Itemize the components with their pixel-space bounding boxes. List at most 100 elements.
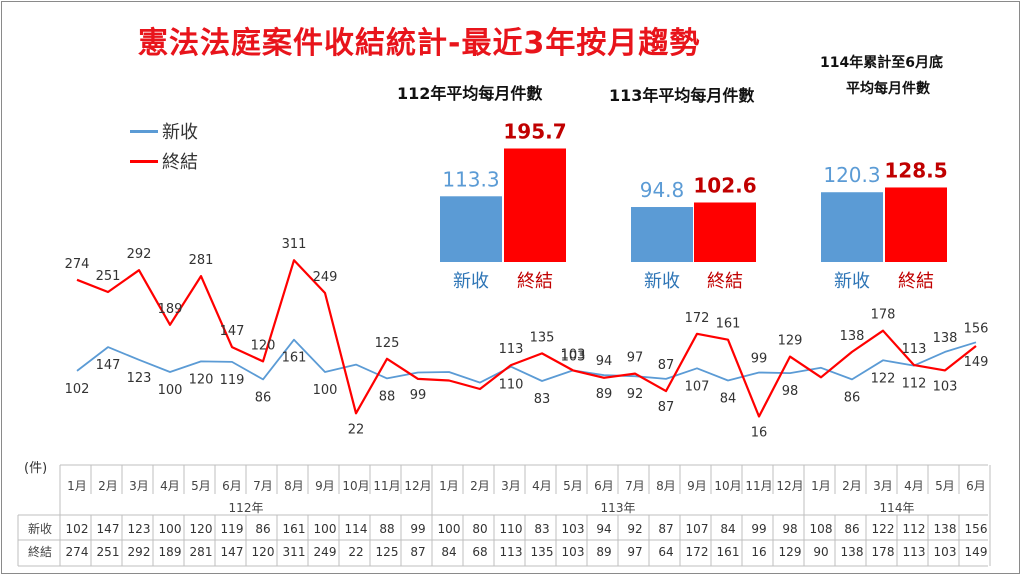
data-label-new: 102 [65, 382, 90, 397]
month-label: 2月 [98, 479, 118, 493]
table-cell-closed: 249 [314, 545, 337, 559]
data-label-closed: 189 [158, 302, 183, 317]
data-label-new: 110 [499, 378, 524, 393]
table-cell-closed: 97 [627, 545, 642, 559]
month-label: 6月 [966, 479, 986, 493]
data-label-new: 86 [844, 390, 861, 405]
avg-label-closed-y113: 終結 [707, 271, 743, 292]
table-cell-new: 107 [686, 522, 709, 536]
data-label-new: 120 [189, 372, 214, 387]
table-row-header-closed: 終結 [28, 544, 52, 559]
data-label-closed: 178 [871, 308, 896, 323]
data-label-new: 161 [282, 351, 307, 366]
table-cell-closed: 274 [66, 545, 89, 559]
table-cell-new: 83 [534, 522, 549, 536]
data-label-closed: 16 [751, 426, 768, 441]
legend-item-closed: 終結 [130, 148, 198, 174]
data-label-new: 112 [902, 377, 927, 392]
table-cell-closed: 251 [97, 545, 120, 559]
avg-114-heading-line1: 114年累計至6月底 [820, 55, 943, 71]
month-label: 8月 [656, 479, 676, 493]
table-cell-new: 99 [751, 522, 766, 536]
table-cell-new: 84 [720, 522, 735, 536]
data-label-new: 94 [596, 354, 613, 369]
avg-label-new-y112: 新收 [453, 271, 489, 292]
data-label-new: 88 [379, 389, 396, 404]
avg-bar-closed-y114 [885, 187, 947, 262]
data-label-new: 123 [127, 371, 152, 386]
data-label-closed: 249 [313, 270, 338, 285]
month-label: 4月 [904, 479, 924, 493]
table-cell-new: 108 [810, 522, 833, 536]
avg-112-heading: 112年平均每月件數 [397, 84, 543, 103]
month-label: 6月 [222, 479, 242, 493]
table-cell-closed: 103 [934, 545, 957, 559]
avg-label-new-y114: 新收 [834, 271, 870, 292]
month-label: 2月 [470, 479, 490, 493]
data-label-new: 119 [220, 373, 245, 388]
table-cell-new: 86 [844, 522, 859, 536]
table-cell-closed: 120 [252, 545, 275, 559]
data-label-closed: 87 [658, 400, 675, 415]
avg-bar-closed-y112 [504, 148, 566, 262]
table-cell-closed: 16 [751, 545, 766, 559]
data-label-closed: 251 [96, 269, 121, 284]
data-label-new: 99 [751, 352, 768, 367]
table-cell-new: 92 [627, 522, 642, 536]
table-cell-closed: 113 [500, 545, 523, 559]
data-label-closed: 172 [685, 311, 710, 326]
data-label-closed: 292 [127, 247, 152, 262]
table-cell-closed: 135 [531, 545, 554, 559]
unit-label: (件) [24, 461, 47, 476]
data-label-closed: 97 [627, 351, 644, 366]
table-cell-new: 161 [283, 522, 306, 536]
data-label-closed: 113 [499, 342, 524, 357]
avg-114-heading-line2: 平均每月件數 [846, 81, 930, 97]
data-label-closed: 99 [410, 388, 427, 403]
data-label-closed: 103 [933, 379, 958, 394]
month-label: 11月 [745, 479, 772, 493]
table-cell-closed: 161 [717, 545, 740, 559]
data-label-new: 100 [158, 383, 183, 398]
table-cell-new: 100 [438, 522, 461, 536]
table-cell-new: 80 [472, 522, 487, 536]
avg-label-closed-y114: 終結 [898, 271, 934, 292]
table-cell-new: 110 [500, 522, 523, 536]
table-cell-new: 123 [128, 522, 151, 536]
data-label-closed: 103 [561, 347, 586, 362]
avg-value-new-y114: 120.3 [823, 163, 880, 187]
month-label: 7月 [253, 479, 273, 493]
data-label-closed: 113 [902, 342, 927, 357]
data-label-new: 84 [720, 391, 737, 406]
table-cell-closed: 149 [965, 545, 988, 559]
legend-swatch-closed [130, 159, 158, 163]
table-cell-new: 138 [934, 522, 957, 536]
table-cell-new: 122 [872, 522, 895, 536]
avg-value-closed-y113: 102.6 [693, 173, 756, 197]
legend-swatch-new [130, 129, 158, 133]
data-label-new: 83 [534, 392, 551, 407]
month-label: 12月 [776, 479, 803, 493]
table-cell-new: 99 [410, 522, 425, 536]
data-label-new: 122 [871, 371, 896, 386]
avg-label-new-y113: 新收 [644, 271, 680, 292]
data-label-closed: 161 [716, 317, 741, 332]
year-label: 113年 [601, 501, 636, 515]
month-label: 5月 [563, 479, 583, 493]
table-cell-new: 98 [782, 522, 797, 536]
table-cell-closed: 84 [441, 545, 456, 559]
month-label: 11月 [373, 479, 400, 493]
data-label-new: 156 [964, 321, 989, 336]
table-cell-closed: 22 [348, 545, 363, 559]
avg-value-closed-y114: 128.5 [884, 158, 947, 182]
month-label: 10月 [714, 479, 741, 493]
legend-item-new: 新收 [130, 118, 198, 144]
table-cell-closed: 138 [841, 545, 864, 559]
table-cell-closed: 90 [813, 545, 828, 559]
month-label: 2月 [842, 479, 862, 493]
month-label: 5月 [191, 479, 211, 493]
data-label-new: 86 [255, 390, 272, 405]
data-label-new: 147 [96, 358, 121, 373]
month-label: 4月 [160, 479, 180, 493]
